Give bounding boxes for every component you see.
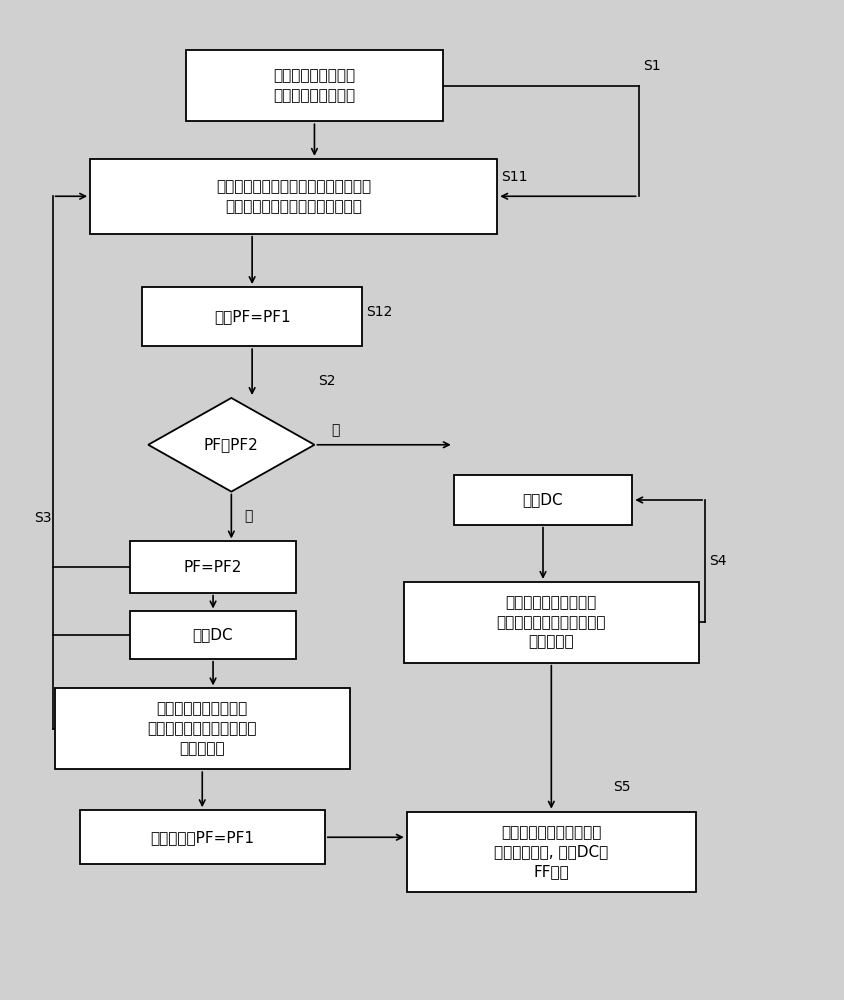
FancyBboxPatch shape [453,475,631,525]
FancyBboxPatch shape [406,812,695,892]
Text: 脉冲射频电源设定为固定
射频频率功能, 保持DC和
FF不变: 脉冲射频电源设定为固定 射频频率功能, 保持DC和 FF不变 [494,825,608,879]
Text: S2: S2 [318,374,336,388]
Text: 设定DC: 设定DC [192,628,233,643]
Text: 否: 否 [331,423,339,437]
Text: 匹配之后，PF=PF1: 匹配之后，PF=PF1 [150,830,254,845]
Text: S5: S5 [612,780,630,794]
FancyBboxPatch shape [79,810,324,864]
Text: 设定DC: 设定DC [522,493,563,508]
Text: S11: S11 [500,170,528,184]
Text: S1: S1 [642,59,660,73]
Text: 设定第二阻抗匹配器为固定匹配功能，
并设定阻抗可调元件位于预设位置: 设定第二阻抗匹配器为固定匹配功能， 并设定阻抗可调元件位于预设位置 [216,179,371,214]
FancyBboxPatch shape [142,287,362,346]
Text: S3: S3 [34,511,51,525]
Text: 设定PF=PF1: 设定PF=PF1 [214,309,290,324]
FancyBboxPatch shape [130,611,295,659]
Polygon shape [148,398,314,492]
FancyBboxPatch shape [90,159,497,234]
Text: 是: 是 [244,510,252,524]
Text: S12: S12 [366,305,392,319]
FancyBboxPatch shape [55,688,349,769]
Text: S4: S4 [708,554,726,568]
FancyBboxPatch shape [130,541,295,593]
Text: 设定脉冲射频电源位
于自动射频扫描功能: 设定脉冲射频电源位 于自动射频扫描功能 [273,68,355,103]
FancyBboxPatch shape [403,582,698,663]
Text: 脉冲射频电源开启，在
其自动射频扫频功能下来进
行扫频匹配: 脉冲射频电源开启，在 其自动射频扫频功能下来进 行扫频匹配 [496,595,605,650]
Text: PF＞PF2: PF＞PF2 [203,437,258,452]
Text: 脉冲射频电源开启，在
其自动射频扫频功能下来进
行扫频匹配: 脉冲射频电源开启，在 其自动射频扫频功能下来进 行扫频匹配 [148,701,257,756]
FancyBboxPatch shape [186,50,443,121]
Text: PF=PF2: PF=PF2 [184,560,242,575]
